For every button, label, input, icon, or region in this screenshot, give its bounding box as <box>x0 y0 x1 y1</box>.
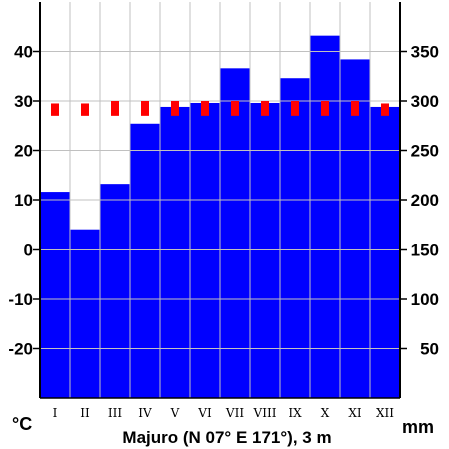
right-axis-unit: mm <box>402 417 434 437</box>
right-tick-label: 350 <box>411 43 439 62</box>
left-tick-label: 30 <box>14 92 33 111</box>
left-tick-label: -20 <box>8 340 33 359</box>
month-label: V <box>170 406 180 420</box>
precipitation-bar <box>250 102 280 398</box>
right-tick-label: 250 <box>411 142 439 161</box>
temperature-range-mark <box>351 101 359 116</box>
left-tick-label: 10 <box>14 191 33 210</box>
temperature-range-mark <box>291 101 299 116</box>
left-axis-unit: °C <box>12 414 32 434</box>
precipitation-bar <box>40 192 70 398</box>
precipitation-bar <box>130 123 160 399</box>
left-tick-label: 0 <box>24 241 33 260</box>
left-tick-label: 40 <box>14 43 33 62</box>
precipitation-bar <box>310 35 340 398</box>
temperature-range-mark <box>231 101 239 116</box>
temperature-range-mark <box>51 103 59 116</box>
temperature-range-mark <box>141 101 149 116</box>
month-label: III <box>108 406 122 420</box>
temperature-range-mark <box>261 101 269 116</box>
right-tick-label: 150 <box>411 241 439 260</box>
temperature-range-mark <box>171 101 179 116</box>
left-tick-label: -10 <box>8 290 33 309</box>
precipitation-bar <box>160 106 190 398</box>
precipitation-bar <box>190 102 220 398</box>
temperature-range-mark <box>201 101 209 116</box>
right-tick-label: 100 <box>411 290 439 309</box>
temperature-range-mark <box>381 103 389 116</box>
precipitation-bar <box>370 106 400 398</box>
right-tick-label: 50 <box>420 340 439 359</box>
right-tick-label: 200 <box>411 191 439 210</box>
month-label: VII <box>225 406 244 420</box>
right-tick-label: 300 <box>411 92 439 111</box>
precipitation-bar <box>220 68 250 398</box>
precipitation-bar <box>280 78 310 398</box>
temperature-range-marks <box>51 101 389 116</box>
month-label: II <box>80 406 90 420</box>
left-axis-ticks: 40 30 20 10 0 -10 -20 <box>8 43 40 359</box>
right-axis-ticks: 350 300 250 200 150 100 50 <box>400 43 439 359</box>
grid-lines <box>40 2 400 398</box>
month-label: I <box>53 406 58 420</box>
chart-title: Majuro (N 07° E 171°), 3 m <box>122 428 331 447</box>
month-label: VI <box>197 406 212 420</box>
month-label: IX <box>288 406 302 420</box>
month-label: X <box>321 406 330 420</box>
month-label: IV <box>138 406 152 420</box>
temperature-range-mark <box>111 101 119 116</box>
precipitation-bar <box>100 184 130 398</box>
month-label: XI <box>348 406 362 420</box>
left-tick-label: 20 <box>14 142 33 161</box>
temperature-range-mark <box>81 103 89 116</box>
month-label: VIII <box>253 406 277 420</box>
precipitation-bar <box>70 229 100 398</box>
month-label: XII <box>376 406 394 420</box>
temperature-range-mark <box>321 101 329 116</box>
month-labels: I II III IV V VI VII VIII IX X XI XII <box>53 406 395 420</box>
